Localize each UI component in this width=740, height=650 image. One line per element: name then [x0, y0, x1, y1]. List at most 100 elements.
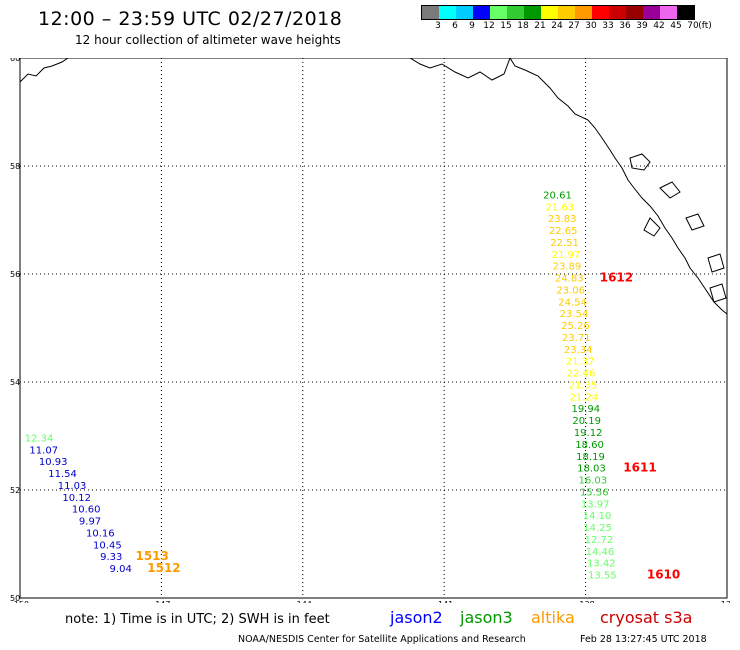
footnote: note: 1) Time is in UTC; 2) SWH is in fe… — [65, 612, 330, 627]
swh-value-label: 15.56 — [580, 487, 609, 498]
swh-value-label: 16.03 — [579, 476, 608, 487]
legend-tick-label: 36 — [619, 21, 631, 31]
legend-swatch — [575, 6, 592, 19]
legend-swatch — [558, 6, 575, 19]
swh-value-label: 13.55 — [588, 571, 617, 582]
swh-value-label: 18.03 — [577, 464, 606, 475]
pass-time-label: 1513 — [135, 549, 168, 563]
altimeter-map[interactable]: -150 -147 -144 -141 -138 -135 50 52 54 56 58 60 20.6… — [10, 58, 730, 603]
legend-tick-label: 24 — [551, 21, 563, 31]
legend-tick-label: 12 — [483, 21, 495, 31]
swh-value-label: 13.97 — [581, 499, 610, 510]
pass-time-label: 1612 — [600, 271, 633, 285]
legend-jason2: jason2 — [390, 608, 443, 627]
legend-swatch — [592, 6, 609, 19]
swh-value-label: 14.25 — [583, 523, 612, 534]
legend-tick-label: 6 — [452, 21, 458, 31]
latitude-tick-label: 54 — [10, 378, 20, 387]
swh-value-label: 9.33 — [100, 552, 122, 563]
pass-time-label: 1611 — [623, 461, 656, 475]
island-outline — [709, 283, 727, 303]
legend-tick-label: 30 — [585, 21, 597, 31]
island-outline — [643, 217, 661, 237]
page-subtitle: 12 hour collection of altimeter wave hei… — [75, 33, 341, 47]
swh-value-label: 21.24 — [570, 392, 599, 403]
legend-tick-labels: 3 6 9 12 15 18 21 24 27 30 33 36 39 42 45 70 (ft) — [421, 20, 712, 34]
generated-timestamp: Feb 28 13:27:45 UTC 2018 — [580, 634, 707, 645]
legend-swatch — [439, 6, 456, 19]
longitude-tick-label: -144 — [294, 600, 312, 603]
legend-altika: altika — [531, 608, 575, 627]
swh-value-label: 14.46 — [586, 547, 615, 558]
legend-swatch — [677, 6, 694, 19]
legend-unit: (ft) — [698, 21, 712, 31]
legend-tick-label: 70 — [687, 21, 699, 31]
legend-swatch — [643, 6, 660, 19]
map-frame — [19, 58, 728, 599]
pass-time-label: 1512 — [147, 561, 180, 575]
island-outline — [659, 181, 681, 199]
swh-value-label: 10.93 — [39, 457, 68, 468]
swh-value-label: 18.19 — [576, 452, 605, 463]
legend-swatch — [507, 6, 524, 19]
longitude-tick-label: -141 — [435, 600, 453, 603]
swh-value-label: 13.42 — [587, 559, 616, 570]
latitude-tick-label: 58 — [10, 162, 20, 171]
legend-tick-label: 21 — [534, 21, 546, 31]
swh-value-label: 22.46 — [567, 369, 596, 380]
swh-value-label: 18.60 — [575, 440, 604, 451]
page-title: 12:00 – 23:59 UTC 02/27/2018 — [38, 8, 343, 30]
swh-value-label: 19.94 — [571, 404, 600, 415]
legend-cryosat: cryosat s3a — [600, 608, 693, 627]
swh-value-label: 19.12 — [574, 428, 603, 439]
latitude-tick-label: 56 — [10, 270, 20, 279]
legend-swatches — [421, 5, 695, 20]
swh-value-label: 10.12 — [62, 493, 91, 504]
latitude-tick-label: 52 — [10, 486, 20, 495]
legend-tick-label: 27 — [568, 21, 580, 31]
swh-value-label: 23.54 — [560, 309, 589, 320]
island-outline — [685, 213, 705, 231]
swh-value-label: 21.63 — [546, 202, 575, 213]
legend-tick-label: 18 — [517, 21, 529, 31]
legend-swatch — [609, 6, 626, 19]
swh-value-label: 9.04 — [110, 564, 132, 575]
legend-swatch — [422, 6, 439, 19]
longitude-tick-label: -138 — [577, 600, 595, 603]
island-outline — [629, 153, 651, 171]
legend-swatch — [524, 6, 541, 19]
swh-value-label: 11.07 — [29, 445, 58, 456]
legend-tick-label: 9 — [469, 21, 475, 31]
longitude-tick-label: -150 — [11, 600, 29, 603]
swh-value-label: 23.34 — [564, 345, 593, 356]
swh-value-label: 23.71 — [562, 333, 591, 344]
swh-value-label: 23.89 — [553, 262, 582, 273]
legend-swatch — [541, 6, 558, 19]
swh-value-label: 22.65 — [549, 226, 578, 237]
longitude-tick-label: -135 — [718, 600, 730, 603]
swh-value-label: 21.97 — [552, 250, 581, 261]
swh-value-label: 12.34 — [25, 433, 54, 444]
color-legend: 3 6 9 12 15 18 21 24 27 30 33 36 39 42 45 70 (ft) — [421, 5, 712, 34]
swh-value-label: 24.83 — [555, 274, 584, 285]
legend-swatch — [626, 6, 643, 19]
swh-value-label: 24.54 — [558, 297, 587, 308]
swh-value-label: 14.10 — [583, 511, 612, 522]
swh-value-label: 12.72 — [585, 535, 614, 546]
legend-tick-label: 39 — [636, 21, 648, 31]
legend-tick-label: 33 — [602, 21, 614, 31]
latitude-tick-label: 50 — [10, 594, 20, 603]
swh-value-label: 9.97 — [79, 517, 101, 528]
legend-swatch — [473, 6, 490, 19]
swh-value-label: 10.60 — [72, 505, 101, 516]
legend-swatch — [660, 6, 677, 19]
swh-value-label: 11.03 — [58, 481, 87, 492]
coastline — [509, 58, 728, 315]
coastline-north — [409, 58, 511, 81]
coastline-west — [19, 58, 69, 83]
swh-value-label: 20.61 — [543, 190, 572, 201]
legend-jason3: jason3 — [460, 608, 513, 627]
swh-value-label: 25.26 — [561, 321, 590, 332]
swh-value-label: 21.35 — [569, 380, 598, 391]
